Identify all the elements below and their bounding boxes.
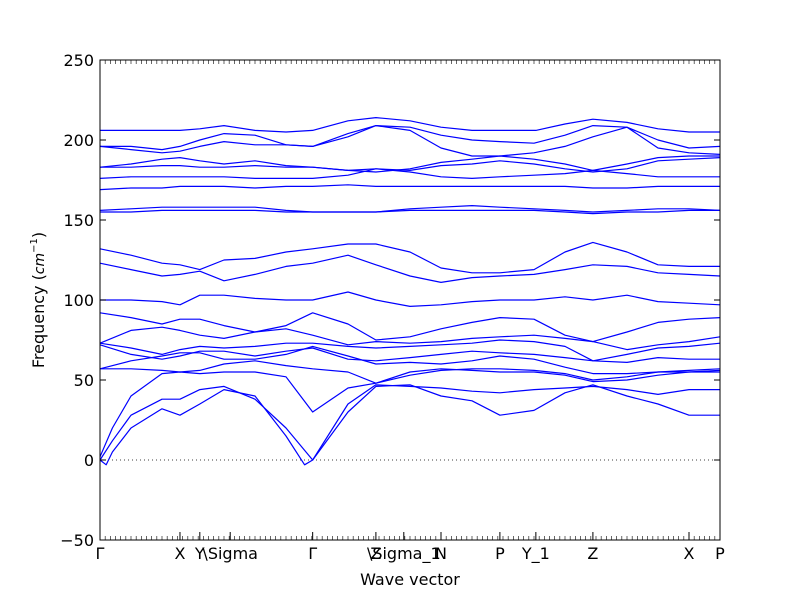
- band-line-6: [99, 168, 720, 179]
- band-line-8: [99, 205, 721, 213]
- band-line-1: [100, 117, 720, 133]
- x-tick-label: Y_1: [521, 544, 550, 564]
- x-tick-label: X: [684, 544, 695, 563]
- band-line-17: [99, 345, 721, 375]
- band-line-21: [99, 384, 720, 466]
- x-ticks: Γ X Y\Sigma Γ Z\Sigma_1N P Y_1 Z X P: [96, 60, 725, 564]
- x-tick-label: \Sigma_1: [367, 544, 441, 564]
- y-axis-label-suffix: ): [29, 232, 48, 238]
- x-tick-label: Z: [587, 544, 598, 563]
- band-line-10: [99, 241, 720, 274]
- band-line-20: [99, 384, 720, 461]
- x-tick-label: N: [435, 544, 447, 563]
- band-line-14: [99, 326, 721, 351]
- y-axis-label: Frequency (cm−1): [29, 232, 48, 368]
- band-line-3: [99, 125, 721, 157]
- y-tick-label: 200: [63, 131, 94, 150]
- x-tick-label: Γ: [96, 544, 105, 563]
- y-axis-label-prefix: Frequency (: [29, 274, 48, 368]
- band-line-19: [99, 368, 720, 458]
- band-line-5: [100, 157, 721, 173]
- x-tick-label: Z: [370, 544, 381, 563]
- band-line-13: [99, 312, 721, 343]
- series-group: [99, 117, 721, 466]
- band-line-18: [100, 360, 721, 384]
- y-tick-label: 0: [84, 451, 94, 470]
- y-axis-label-unit: cm: [32, 253, 48, 274]
- x-tick-label: Γ: [308, 544, 317, 563]
- y-tick-label: 150: [63, 211, 94, 230]
- plot-frame: [99, 59, 721, 541]
- y-tick-label: −50: [60, 531, 94, 550]
- band-line-16: [99, 344, 720, 363]
- x-axis-label: Wave vector: [360, 570, 460, 589]
- band-line-2: [100, 125, 721, 151]
- band-line-15: [99, 339, 721, 362]
- y-tick-label: 250: [63, 51, 94, 70]
- x-tick-label: P: [495, 544, 505, 563]
- y-tick-label: 50: [74, 371, 94, 390]
- y-ticks: −50 0 50 100 150 200 250: [60, 51, 720, 550]
- band-line-9: [100, 209, 720, 215]
- x-tick-label: Y: [194, 544, 205, 563]
- band-line-7: [99, 184, 720, 191]
- x-tick-label: \Sigma: [202, 544, 258, 563]
- band-line-11: [99, 254, 721, 283]
- y-tick-label: 100: [63, 291, 94, 310]
- x-tick-label: P: [715, 544, 725, 563]
- x-tick-label: X: [174, 544, 185, 563]
- y-axis-label-unit-exponent: −1: [29, 238, 40, 253]
- band-line-12: [100, 291, 721, 307]
